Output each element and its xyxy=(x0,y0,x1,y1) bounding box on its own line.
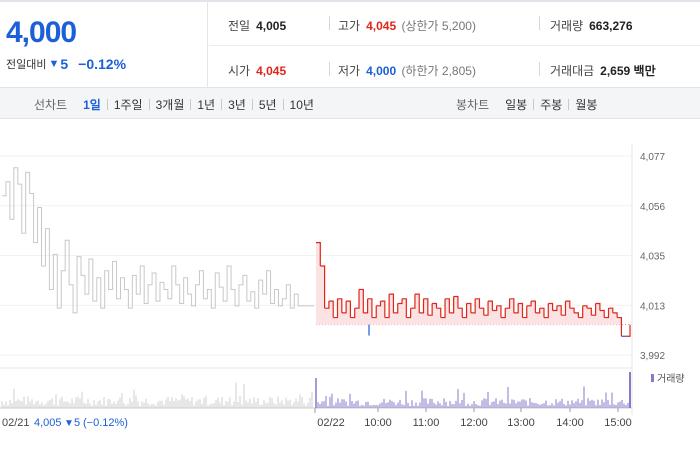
candle-tab-1[interactable]: 주봉 xyxy=(540,98,563,112)
price-summary: 4,000 전일대비 ▼ 5 −0.12% 전일 4,005 고가 4,045 (상… xyxy=(0,0,700,88)
down-arrow-icon: ▼ xyxy=(48,58,60,70)
prev-day-line xyxy=(2,167,314,314)
stat-open: 시가 4,045 xyxy=(228,64,287,78)
volume-legend-label: 거래량 xyxy=(657,373,685,385)
x-tick-label: 14:00 xyxy=(556,417,584,429)
price-plot xyxy=(2,167,631,337)
x-tick-label: 10:00 xyxy=(364,417,392,429)
footer-down-arrow-icon: ▼ xyxy=(64,418,74,429)
period-tab-2[interactable]: 3개월 xyxy=(155,98,185,112)
toolbar-separator xyxy=(190,99,192,110)
footer-change: 5 xyxy=(74,417,80,429)
stat-low: 저가 4,000 (하한가 2,805) xyxy=(338,64,476,78)
current-price: 4,000 xyxy=(6,16,77,49)
volume-legend-swatch xyxy=(651,374,654,382)
intraday-line-up xyxy=(316,242,631,337)
y-tick-label: 4,056 xyxy=(640,202,665,213)
period-toolbar: 선차트 1일 1주일 3개월 1년 3년 5년 10년 봉차트 일봉 주봉 월봉 xyxy=(0,88,700,119)
toolbar-separator xyxy=(533,99,535,110)
y-axis: 4,077 4,056 4,035 4,013 3,992 xyxy=(0,119,700,415)
y-tick-label: 4,035 xyxy=(640,252,665,263)
change-value: 5 xyxy=(60,56,69,72)
period-tab-0[interactable]: 1일 xyxy=(83,98,101,112)
y-tick-label: 3,992 xyxy=(640,351,665,362)
x-tick-label: 11:00 xyxy=(413,417,440,429)
current-price-box: 4,000 전일대비 ▼ 5 −0.12% xyxy=(0,2,208,88)
chart-footer: 02/21 4,005 ▼ 5 (−0.12%) xyxy=(2,417,128,429)
stat-prev-close: 전일 4,005 xyxy=(228,19,287,33)
period-tab-6[interactable]: 10년 xyxy=(289,98,314,112)
price-chart: 4,077 4,056 4,035 4,013 3,992 거래량 02/22 10:00… xyxy=(0,119,700,450)
candle-chart-periods: 봉차트 일봉 주봉 월봉 xyxy=(456,96,603,113)
stat-trade-amount: 거래대금 2,659 백만 xyxy=(550,64,656,78)
period-tab-1[interactable]: 1주일 xyxy=(113,98,143,112)
candle-tab-2[interactable]: 월봉 xyxy=(575,98,598,112)
period-tab-3[interactable]: 1년 xyxy=(197,98,216,112)
toolbar-separator xyxy=(568,99,570,110)
footer-price: 4,005 xyxy=(34,417,62,429)
period-tab-4[interactable]: 3년 xyxy=(228,98,246,112)
y-tick-label: 4,077 xyxy=(640,152,665,163)
footer-date: 02/21 xyxy=(2,417,30,429)
change-percent: −0.12% xyxy=(78,56,127,72)
price-chart-svg: 4,077 4,056 4,035 4,013 3,992 거래량 02/22 10:00… xyxy=(0,119,700,429)
candle-chart-title: 봉차트 xyxy=(456,98,490,112)
x-tick-label: 02/22 xyxy=(317,417,345,429)
toolbar-separator xyxy=(282,99,284,110)
line-chart-title: 선차트 xyxy=(34,98,68,112)
candle-tab-0[interactable]: 일봉 xyxy=(505,98,528,112)
stat-volume: 거래량 663,276 xyxy=(550,19,633,33)
toolbar-separator xyxy=(106,99,108,110)
stats-divider xyxy=(209,45,700,46)
period-tab-5[interactable]: 5년 xyxy=(258,98,277,112)
footer-pct: (−0.12%) xyxy=(83,417,128,429)
change-label: 전일대비 xyxy=(6,59,47,71)
stats-table: 전일 4,005 고가 4,045 (상한가 5,200) 거래량 663,276 시… xyxy=(209,2,700,88)
line-chart-periods: 선차트 1일 1주일 3개월 1년 3년 5년 10년 xyxy=(34,96,320,113)
x-tick-label: 13:00 xyxy=(507,417,535,429)
price-change: 전일대비 ▼ 5 −0.12% xyxy=(6,56,126,72)
volume-plot: 거래량 xyxy=(0,367,685,409)
x-tick-label: 15:00 xyxy=(604,417,632,429)
stat-high: 고가 4,045 (상한가 5,200) xyxy=(338,19,476,33)
toolbar-separator xyxy=(221,99,223,110)
toolbar-separator xyxy=(148,99,150,110)
toolbar-separator xyxy=(251,99,253,110)
y-tick-label: 4,013 xyxy=(640,301,665,312)
x-tick-label: 12:00 xyxy=(460,417,488,429)
x-axis: 02/22 10:00 11:00 12:00 13:00 14:00 15:00 xyxy=(314,408,632,429)
